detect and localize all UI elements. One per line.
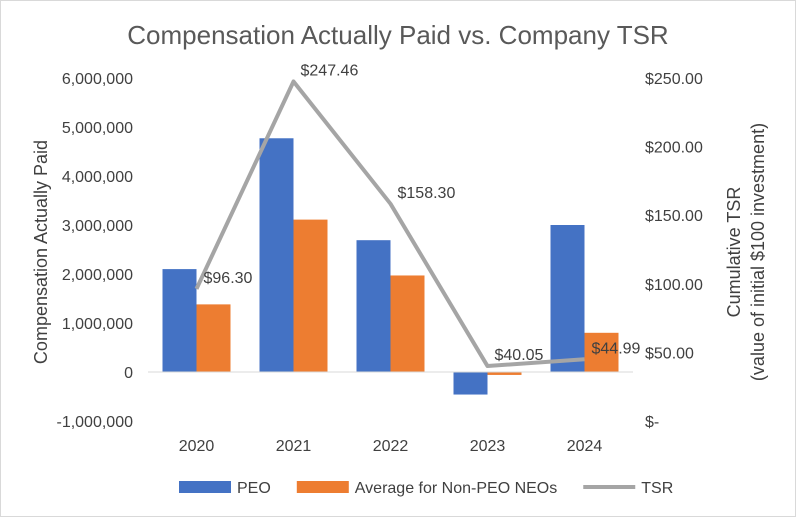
left-tick-label: 4,000,000 — [62, 169, 133, 186]
right-tick-label: $100.00 — [645, 277, 703, 294]
tsr-line — [194, 79, 585, 369]
tsr-label-2024: $44.99 — [592, 340, 641, 357]
x-tick-label-2021: 2021 — [276, 438, 312, 455]
right-tick-label: $50.00 — [645, 345, 694, 362]
y2-axis-title-line1: Cumulative TSR — [724, 187, 744, 318]
y2-axis-title-line2: (value of initial $100 investment) — [748, 123, 768, 381]
bar-average-for-non-peo-neos-2020 — [196, 304, 231, 372]
legend-label-tsr: TSR — [641, 480, 673, 497]
bar-peo-2022 — [356, 240, 391, 372]
bar-average-for-non-peo-neos-2024 — [584, 332, 619, 372]
legend-swatch-peo — [179, 481, 231, 493]
bar-average-for-non-peo-neos-2023 — [487, 372, 522, 375]
left-tick-label: -1,000,000 — [56, 414, 133, 431]
right-tick-label: $- — [645, 414, 659, 431]
tsr-label-2023: $40.05 — [495, 347, 544, 364]
left-tick-label: 0 — [124, 365, 133, 382]
legend-label-peo: PEO — [237, 480, 271, 497]
legend-swatch-average-for-non-peo-neos — [296, 481, 349, 493]
left-tick-label: 6,000,000 — [62, 71, 133, 88]
bar-peo-2023 — [453, 372, 488, 395]
right-axis-ticks: $- $50.00 $100.00 $150.00 $200.00 $250.00 — [645, 71, 703, 431]
x-tick-label-2024: 2024 — [567, 438, 603, 455]
left-axis-ticks: -1,000,000 0 1,000,000 2,000,000 3,000,000 4,… — [56, 71, 133, 431]
tsr-label-2020: $96.30 — [204, 270, 253, 287]
bar-average-for-non-peo-neos-2022 — [390, 275, 425, 372]
tsr-line-layer — [194, 79, 585, 369]
bars-layer — [162, 138, 619, 395]
x-axis-ticks: 2020 2021 2022 2023 2024 — [179, 438, 603, 455]
legend: PEO Average for Non-PEO NEOs TSR — [179, 480, 673, 497]
chart-title: Compensation Actually Paid vs. Company T… — [127, 20, 668, 50]
left-tick-label: 5,000,000 — [62, 120, 133, 137]
legend-label-average-for-non-peo-neos: Average for Non-PEO NEOs — [355, 480, 557, 497]
right-tick-label: $200.00 — [645, 140, 703, 157]
x-tick-label-2020: 2020 — [179, 438, 215, 455]
bar-average-for-non-peo-neos-2021 — [293, 219, 328, 372]
left-tick-label: 2,000,000 — [62, 267, 133, 284]
left-tick-label: 3,000,000 — [62, 218, 133, 235]
bar-peo-2024 — [550, 225, 585, 372]
x-tick-label-2023: 2023 — [470, 438, 506, 455]
right-tick-label: $150.00 — [645, 208, 703, 225]
right-tick-label: $250.00 — [645, 71, 703, 88]
tsr-data-labels: $96.30 $247.46 $158.30 $40.05 $44.99 — [204, 62, 641, 364]
bar-peo-2020 — [162, 269, 197, 372]
left-tick-label: 1,000,000 — [62, 316, 133, 333]
y-axis-title: Compensation Actually Paid — [31, 140, 51, 364]
tsr-label-2022: $158.30 — [398, 185, 456, 202]
bar-peo-2021 — [259, 138, 294, 372]
x-tick-label-2022: 2022 — [373, 438, 409, 455]
tsr-label-2021: $247.46 — [301, 62, 359, 79]
